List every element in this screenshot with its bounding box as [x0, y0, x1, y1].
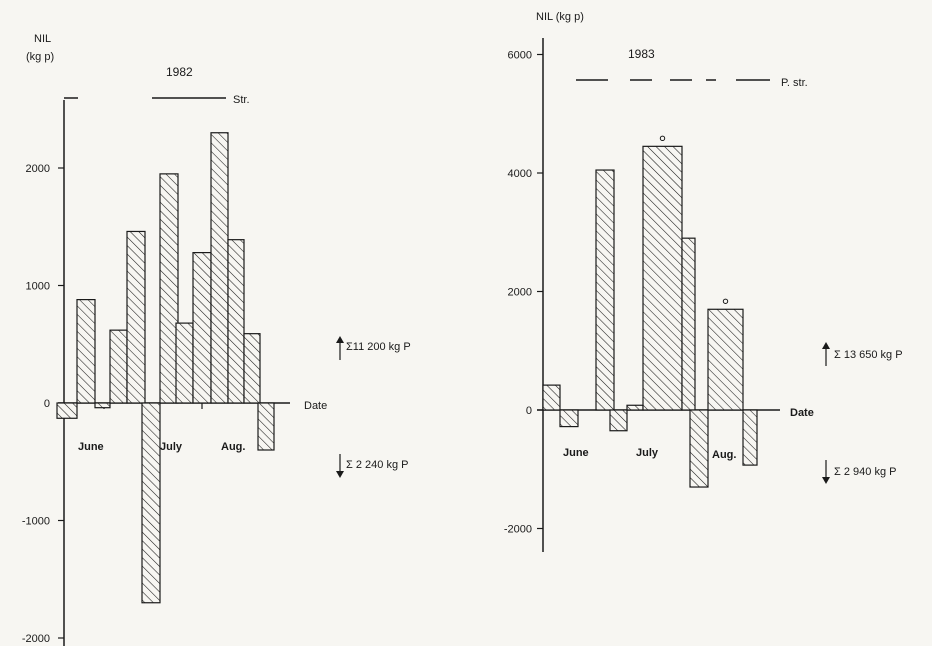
bar-1982-8 — [192, 252, 212, 404]
bar-1982-9 — [210, 132, 229, 404]
y-axis-label-line1-1982: NIL — [34, 33, 51, 45]
bar-1983-3 — [609, 409, 628, 432]
y-axis-label-1983: NIL (kg p) — [536, 11, 584, 23]
y-tick-label-1983-0: -2000 — [504, 524, 532, 536]
sum-up-arrow-1983 — [822, 342, 830, 366]
star-marker-1983-1 — [722, 298, 729, 304]
y-tick-label-1983-1: 0 — [526, 405, 532, 417]
sum-up-arrow-1982 — [336, 336, 344, 360]
sum-up-label-1982: Σ11 200 kg P — [346, 341, 411, 353]
month-label-july-1983: July — [636, 447, 659, 459]
month-label-june-1983: June — [563, 447, 589, 459]
sum-up-label-1983: Σ 13 650 kg P — [834, 349, 903, 361]
y-tick-label-1982-3: 1000 — [26, 281, 50, 293]
bar-1982-4 — [126, 230, 146, 404]
sum-down-arrow-1983 — [822, 460, 830, 484]
bar-1983-6 — [681, 237, 696, 411]
bar-1983-4 — [626, 404, 644, 411]
bar-1983-5 — [642, 145, 683, 411]
month-label-june-1982: June — [78, 441, 104, 453]
stratification-label-1983: P. str. — [781, 77, 808, 89]
month-label-aug-1983: Aug. — [712, 449, 736, 461]
month-label-aug-1982: Aug. — [221, 441, 245, 453]
bar-1982-0 — [56, 402, 78, 419]
y-tick-label-1983-3: 4000 — [508, 168, 532, 180]
bar-1983-1 — [559, 409, 579, 428]
bar-1982-12 — [257, 402, 275, 451]
bar-1982-1 — [76, 299, 96, 404]
sum-down-label-1982: Σ 2 240 kg P — [346, 459, 408, 471]
y-tick-label-1982-2: 0 — [44, 398, 50, 410]
chart-marks: -2000 -1000 0 1000 2000 -2000 0 2000 4000 6000 — [22, 38, 780, 646]
bar-1983-2 — [595, 169, 615, 411]
bar-1982-3 — [109, 329, 128, 404]
month-label-july-1982: July — [160, 441, 183, 453]
bar-1982-2 — [94, 402, 111, 409]
y-tick-label-1983-2: 2000 — [508, 287, 532, 299]
bar-1982-7 — [175, 322, 194, 404]
bar-1982-10 — [227, 239, 245, 404]
y-tick-label-1982-0: -2000 — [22, 633, 50, 645]
bar-1983-0 — [542, 384, 561, 411]
sum-down-label-1983: Σ 2 940 kg P — [834, 466, 896, 478]
y-tick-label-1982-1: -1000 — [22, 516, 50, 528]
y-tick-label-1983-4: 6000 — [508, 50, 532, 62]
x-axis-label-1983: Date — [790, 407, 814, 419]
star-marker-1983-0 — [659, 135, 666, 142]
chart-title-1982: 1982 — [166, 65, 193, 79]
x-axis-label-1982: Date — [304, 400, 327, 412]
bar-1982-5 — [141, 402, 161, 604]
y-axis-label-line2-1982: (kg p) — [26, 51, 54, 63]
chart-1982: NIL (kg p) 1982 Str. Date June July Aug.… — [26, 33, 411, 478]
bar-1983-8 — [707, 308, 744, 411]
bar-1982-6 — [159, 173, 179, 404]
bar-1983-9 — [742, 409, 758, 466]
bar-1983-7 — [689, 409, 709, 488]
stratification-label-1982: Str. — [233, 94, 250, 106]
bar-1982-11 — [243, 333, 261, 404]
chart-title-1983: 1983 — [628, 47, 655, 61]
y-tick-label-1982-4: 2000 — [26, 163, 50, 175]
chart-1983: NIL (kg p) 1983 P. str. Date June July A… — [536, 11, 903, 484]
sum-down-arrow-1982 — [336, 454, 344, 478]
